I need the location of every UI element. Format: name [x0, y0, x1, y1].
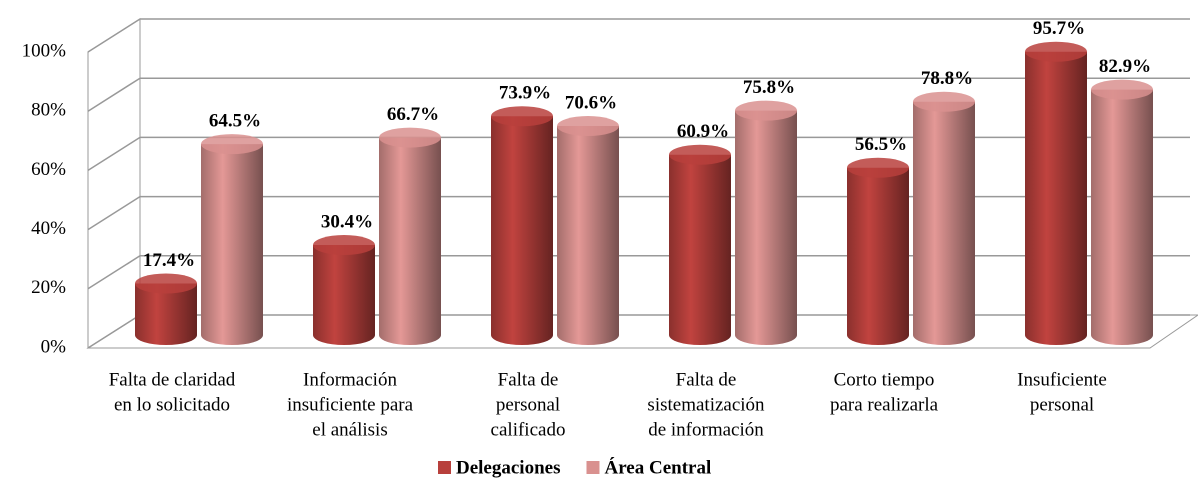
bar	[669, 144, 731, 345]
x-tick-label: Información	[303, 369, 397, 390]
y-tick-label: 20%	[31, 277, 66, 298]
bar-top	[313, 235, 375, 256]
bar	[735, 100, 797, 345]
bar-body	[557, 126, 619, 345]
bar-body	[847, 167, 909, 345]
data-label: 78.8%	[921, 68, 973, 89]
bar	[1091, 79, 1153, 345]
bar-body	[379, 137, 441, 345]
bar-top	[913, 91, 975, 112]
x-tick-label: Insuficiente	[1017, 369, 1107, 390]
bar	[491, 106, 553, 345]
x-tick-label: personal	[1030, 394, 1094, 415]
x-tick-label: para realizarla	[830, 394, 939, 415]
data-label: 73.9%	[499, 83, 551, 104]
legend-label: Delegaciones	[456, 457, 560, 478]
grid-line	[87, 255, 1190, 290]
data-label: 82.9%	[1099, 56, 1151, 77]
data-label: 30.4%	[321, 211, 373, 232]
x-tick-label: personal	[496, 394, 560, 415]
bar	[847, 157, 909, 345]
y-tick-label: 80%	[31, 100, 66, 121]
bar-body	[913, 101, 975, 345]
bar	[557, 116, 619, 345]
bar-body	[491, 116, 553, 345]
bar-body	[201, 144, 263, 345]
x-tick-label: sistematización	[647, 394, 765, 415]
data-label: 64.5%	[209, 110, 261, 131]
grid-line	[87, 77, 1190, 112]
grid-line	[87, 195, 1190, 231]
x-tick-label: Falta de	[676, 369, 737, 390]
bar-top	[1025, 41, 1087, 62]
bar-top	[491, 106, 553, 127]
data-label: 75.8%	[743, 77, 795, 98]
legend-swatch	[586, 461, 600, 474]
bar-body	[1091, 89, 1153, 345]
x-tick-label: calificado	[491, 419, 566, 440]
x-tick-label: Corto tiempo	[834, 369, 935, 390]
bar-top	[735, 100, 797, 121]
grid-line	[87, 136, 1190, 172]
bar-body	[135, 283, 197, 345]
y-tick-label: 40%	[31, 218, 66, 239]
grid-line	[87, 18, 1190, 53]
data-label: 70.6%	[565, 92, 617, 113]
bar-body	[313, 245, 375, 345]
x-tick-label: insuficiente para	[287, 394, 414, 415]
bar-top	[557, 116, 619, 137]
bar	[1025, 41, 1087, 346]
bar-top	[847, 157, 909, 178]
bar	[379, 127, 441, 345]
legend-swatch	[438, 461, 451, 474]
x-tick-label: de información	[648, 419, 764, 440]
data-label: 60.9%	[677, 121, 729, 142]
data-label: 95.7%	[1033, 18, 1085, 39]
bar	[913, 91, 975, 345]
bar	[313, 235, 375, 345]
legend-label: Área Central	[604, 456, 711, 478]
data-label: 17.4%	[143, 250, 195, 271]
y-tick-label: 60%	[31, 159, 66, 180]
bar-top	[1091, 79, 1153, 100]
back-wall	[87, 18, 141, 349]
bar-top	[379, 127, 441, 148]
x-tick-label: el análisis	[312, 419, 387, 440]
bar	[201, 134, 263, 345]
bar-top	[135, 273, 197, 294]
data-label: 56.5%	[855, 134, 907, 155]
bar-body	[669, 154, 731, 345]
bar-top	[201, 134, 263, 155]
y-tick-label: 0%	[41, 336, 67, 357]
bar	[135, 273, 197, 345]
data-label: 66.7%	[387, 104, 439, 125]
bar-body	[735, 110, 797, 345]
x-tick-label: Falta de	[498, 369, 559, 390]
bar-top	[669, 144, 731, 165]
x-tick-label: en lo solicitado	[114, 394, 230, 415]
y-tick-label: 100%	[22, 40, 67, 61]
x-tick-label: Falta de claridad	[109, 369, 236, 390]
bar-body	[1025, 51, 1087, 346]
